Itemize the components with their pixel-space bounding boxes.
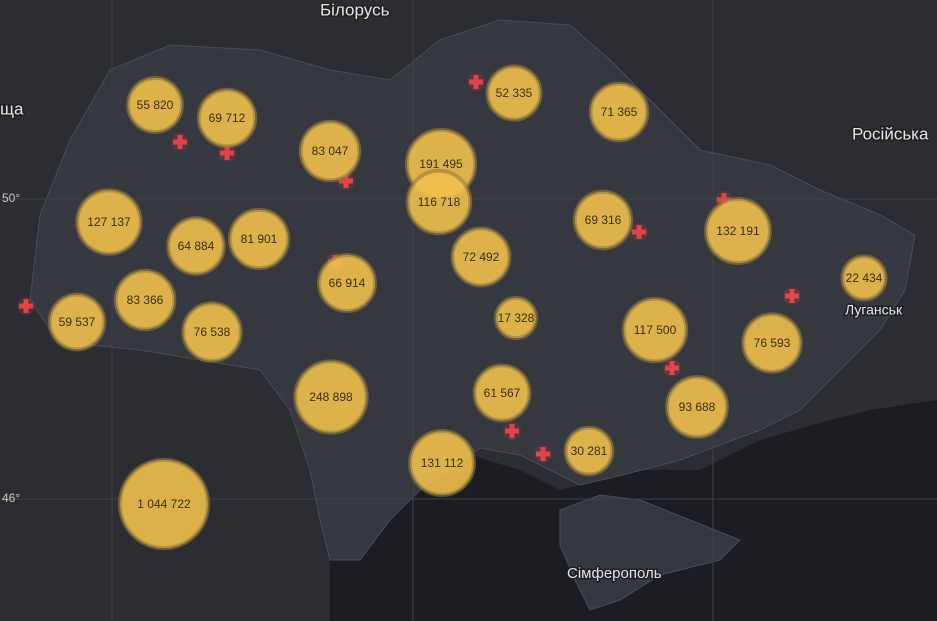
- bubble: [621, 296, 689, 364]
- bubble-label: 66 914: [329, 276, 366, 290]
- bubble: [47, 292, 107, 352]
- bubble-label: 59 537: [59, 315, 96, 329]
- bubble-label: 117 500: [634, 323, 677, 337]
- bubble: [293, 359, 369, 435]
- bubbles: 55 820 69 712 83 047 191 495 116 718 52 335 71…: [47, 64, 888, 551]
- bubble-label: 52 335: [496, 86, 533, 100]
- hospital-cross: [173, 135, 187, 149]
- bubble: [227, 207, 291, 271]
- place-label: Російська: [852, 124, 929, 143]
- bubble: [117, 457, 211, 551]
- bubble: [316, 252, 378, 314]
- bubble-label: 83 047: [312, 144, 349, 158]
- bubble: [166, 216, 226, 276]
- bubble-label: 61 567: [484, 386, 521, 400]
- bubble: [485, 64, 543, 122]
- hospital-cross: [536, 447, 550, 461]
- bubble-label: 76 538: [194, 325, 231, 339]
- hospital-cross: [665, 361, 679, 375]
- bubble-label: 83 366: [127, 293, 164, 307]
- bubble-label: 81 901: [241, 232, 278, 246]
- bubble-label: 71 365: [601, 105, 638, 119]
- bubble: [588, 81, 650, 143]
- bubble-label: 69 712: [209, 111, 246, 125]
- bubble-label: 69 316: [585, 213, 622, 227]
- sea: [330, 360, 937, 621]
- bubble-label: 132 191: [716, 224, 760, 238]
- bubble-label: 22 434: [846, 271, 883, 285]
- place-label: Білорусь: [320, 0, 390, 19]
- place-label: Луганськ: [845, 302, 903, 318]
- bubble: [75, 188, 143, 256]
- bubble-label: 116 718: [418, 195, 461, 209]
- bubble: [196, 87, 258, 149]
- bubble-label: 30 281: [571, 444, 608, 458]
- hospital-cross: [717, 193, 731, 207]
- bubble: [408, 429, 476, 497]
- bubble-label: 191 495: [419, 157, 463, 171]
- bubble: [741, 312, 803, 374]
- bubble-label: 93 688: [679, 400, 716, 414]
- hospital-cross: [19, 299, 33, 313]
- hospital-cross: [339, 174, 353, 188]
- hospital-cross: [505, 424, 519, 438]
- place-label: Сімферополь: [567, 565, 662, 582]
- bubble-label: 248 898: [309, 390, 353, 404]
- bubble-label: 131 112: [421, 456, 464, 470]
- bubble: [665, 375, 729, 439]
- latitude-label: 46°: [2, 491, 20, 505]
- hospital-cross: [632, 225, 646, 239]
- bubble-label: 1 044 722: [137, 497, 191, 511]
- latitude-label: 50°: [2, 191, 20, 205]
- bubble: [450, 226, 512, 288]
- bubble-label: 55 820: [137, 98, 174, 112]
- bubble: [126, 76, 184, 134]
- place-label: ща: [0, 99, 24, 118]
- hospital-cross: [469, 75, 483, 89]
- bubble: [840, 254, 888, 302]
- bubble: [472, 363, 532, 423]
- bubble-label: 64 884: [178, 239, 215, 253]
- hospital-cross: [785, 289, 799, 303]
- bubble: [298, 119, 362, 183]
- bubble-label: 127 137: [87, 215, 131, 229]
- bubble: [493, 295, 539, 341]
- bubble-label: 17 328: [498, 311, 535, 325]
- bubble: [113, 268, 177, 332]
- bubble-label: 72 492: [463, 250, 500, 264]
- bubble: [563, 425, 615, 477]
- bubble: [704, 197, 772, 265]
- bubble-label: 76 593: [754, 336, 791, 350]
- hospital-cross: [220, 146, 234, 160]
- bubble: [572, 189, 634, 251]
- bubble: [405, 168, 473, 236]
- bubble: [181, 301, 243, 363]
